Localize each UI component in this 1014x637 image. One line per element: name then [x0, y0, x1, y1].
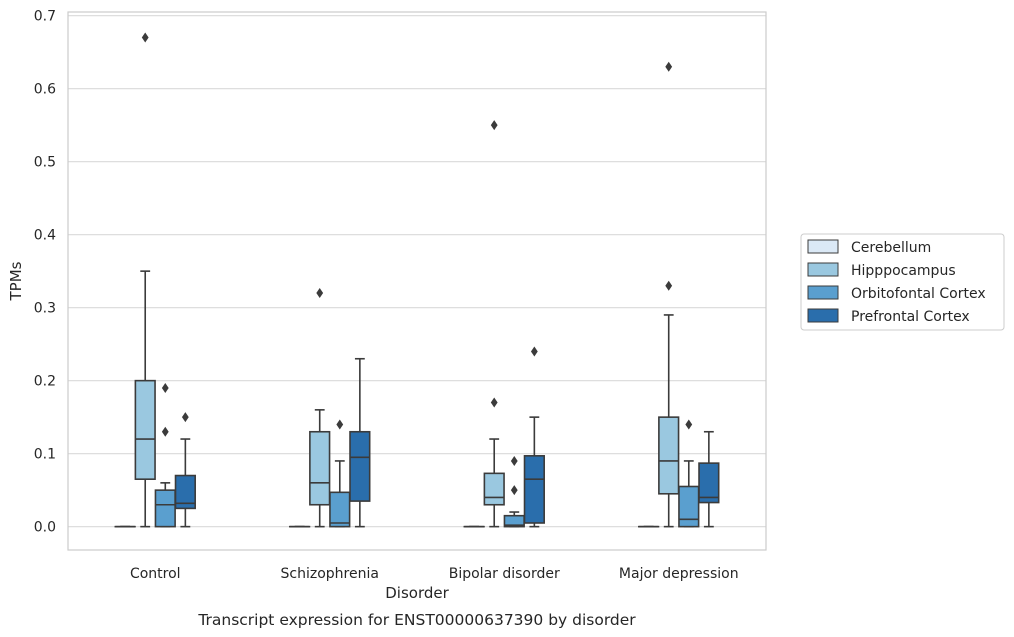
y-tick-label: 0.6 — [34, 82, 56, 98]
box-iqr — [349, 430, 371, 502]
y-axis-title: TPMs — [7, 261, 25, 301]
outlier-point — [685, 419, 693, 430]
outlier-point — [490, 397, 498, 408]
legend-frame — [800, 233, 1005, 331]
box — [503, 455, 525, 528]
y-tick-label: 0.4 — [34, 228, 56, 244]
gridlines — [68, 15, 766, 528]
box-series — [114, 32, 720, 528]
legend-label: Cerebellum — [851, 240, 931, 256]
x-axis-title: Disorder — [385, 584, 449, 602]
y-axis-ticks: 0.0 0.1 0.2 0.3 0.4 0.5 0.6 0.7 — [34, 9, 56, 536]
box-iqr — [329, 491, 351, 528]
outlier-point — [665, 280, 673, 291]
box — [174, 412, 196, 528]
box — [698, 430, 720, 528]
y-tick-label: 0.5 — [34, 155, 56, 171]
box-iqr — [658, 416, 680, 495]
box-iqr — [523, 455, 545, 524]
x-tick-label: Control — [130, 566, 181, 582]
box-iqr — [174, 474, 196, 510]
outlier-point — [141, 32, 149, 43]
legend-label: Prefrontal Cortex — [851, 309, 970, 325]
legend-swatch — [807, 262, 839, 277]
y-tick-label: 0.0 — [34, 520, 56, 536]
outlier-point — [336, 419, 344, 430]
outlier-point — [530, 346, 538, 357]
outlier-point — [161, 426, 169, 437]
box-iqr — [483, 472, 505, 506]
box-iqr — [134, 379, 156, 480]
x-tick-label: Schizophrenia — [281, 566, 379, 582]
plot-area — [67, 11, 767, 551]
box-iqr — [309, 430, 331, 506]
box — [678, 419, 700, 528]
box — [349, 357, 371, 528]
outlier-point — [665, 61, 673, 72]
legend-label: Hipppocampus — [851, 263, 956, 279]
outlier-point — [316, 288, 324, 299]
legend-swatch — [807, 308, 839, 323]
legend-label: Orbitofontal Cortex — [851, 286, 986, 302]
box-iqr — [698, 462, 720, 504]
legend-swatch — [807, 285, 839, 300]
box — [134, 32, 156, 528]
outlier-point — [181, 412, 189, 423]
box — [329, 419, 351, 528]
legend-swatch — [807, 239, 839, 254]
x-tick-label: Major depression — [619, 566, 739, 582]
y-tick-label: 0.3 — [34, 301, 56, 317]
outlier-point — [510, 455, 518, 466]
chart-caption: Transcript expression for ENST0000063739… — [197, 611, 636, 629]
y-tick-label: 0.2 — [34, 374, 56, 390]
box — [523, 346, 545, 528]
legend: Cerebellum Hipppocampus Orbitofontal Corte… — [800, 233, 1005, 331]
x-tick-label: Bipolar disorder — [449, 566, 560, 582]
x-axis-ticks: Control Schizophrenia Bipolar disorder Majo… — [130, 566, 739, 582]
box — [483, 120, 505, 528]
y-tick-label: 0.1 — [34, 447, 56, 463]
outlier-point — [490, 120, 498, 131]
box — [154, 382, 176, 528]
box-iqr — [154, 489, 176, 528]
y-tick-label: 0.7 — [34, 9, 56, 25]
box-iqr — [678, 485, 700, 528]
box — [309, 288, 331, 528]
box — [658, 61, 680, 528]
outlier-point — [161, 382, 169, 393]
outlier-point — [510, 485, 518, 496]
